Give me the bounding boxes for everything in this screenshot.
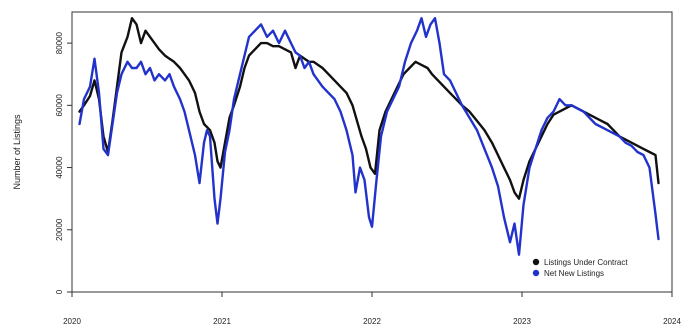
legend-entry: Listings Under Contract (544, 258, 628, 267)
series-layer (78, 17, 660, 256)
series-line-net-new-listings (78, 17, 660, 256)
y-tick-label: 80000 (55, 31, 64, 54)
legend-marker (532, 269, 540, 277)
y-tick-label: 0 (55, 289, 64, 294)
legend: Listings Under Contract Net New Listings (532, 258, 628, 278)
x-tick-label: 2020 (63, 317, 81, 326)
y-axis-title: Number of Listings (12, 114, 22, 190)
legend-marker (532, 258, 540, 266)
x-tick-label: 2023 (513, 317, 531, 326)
y-tick-label: 40000 (55, 156, 64, 179)
axes: 2020 2021 2022 2023 2024 0 20000 40000 60000 8000… (12, 31, 681, 326)
y-tick-label: 60000 (55, 94, 64, 117)
y-tick-label: 20000 (55, 218, 64, 241)
series-line-listings-under-contract (78, 17, 660, 200)
x-tick-label: 2021 (213, 317, 231, 326)
legend-entry: Net New Listings (544, 269, 604, 278)
x-tick-label: 2024 (663, 317, 681, 326)
x-tick-label: 2022 (363, 317, 381, 326)
